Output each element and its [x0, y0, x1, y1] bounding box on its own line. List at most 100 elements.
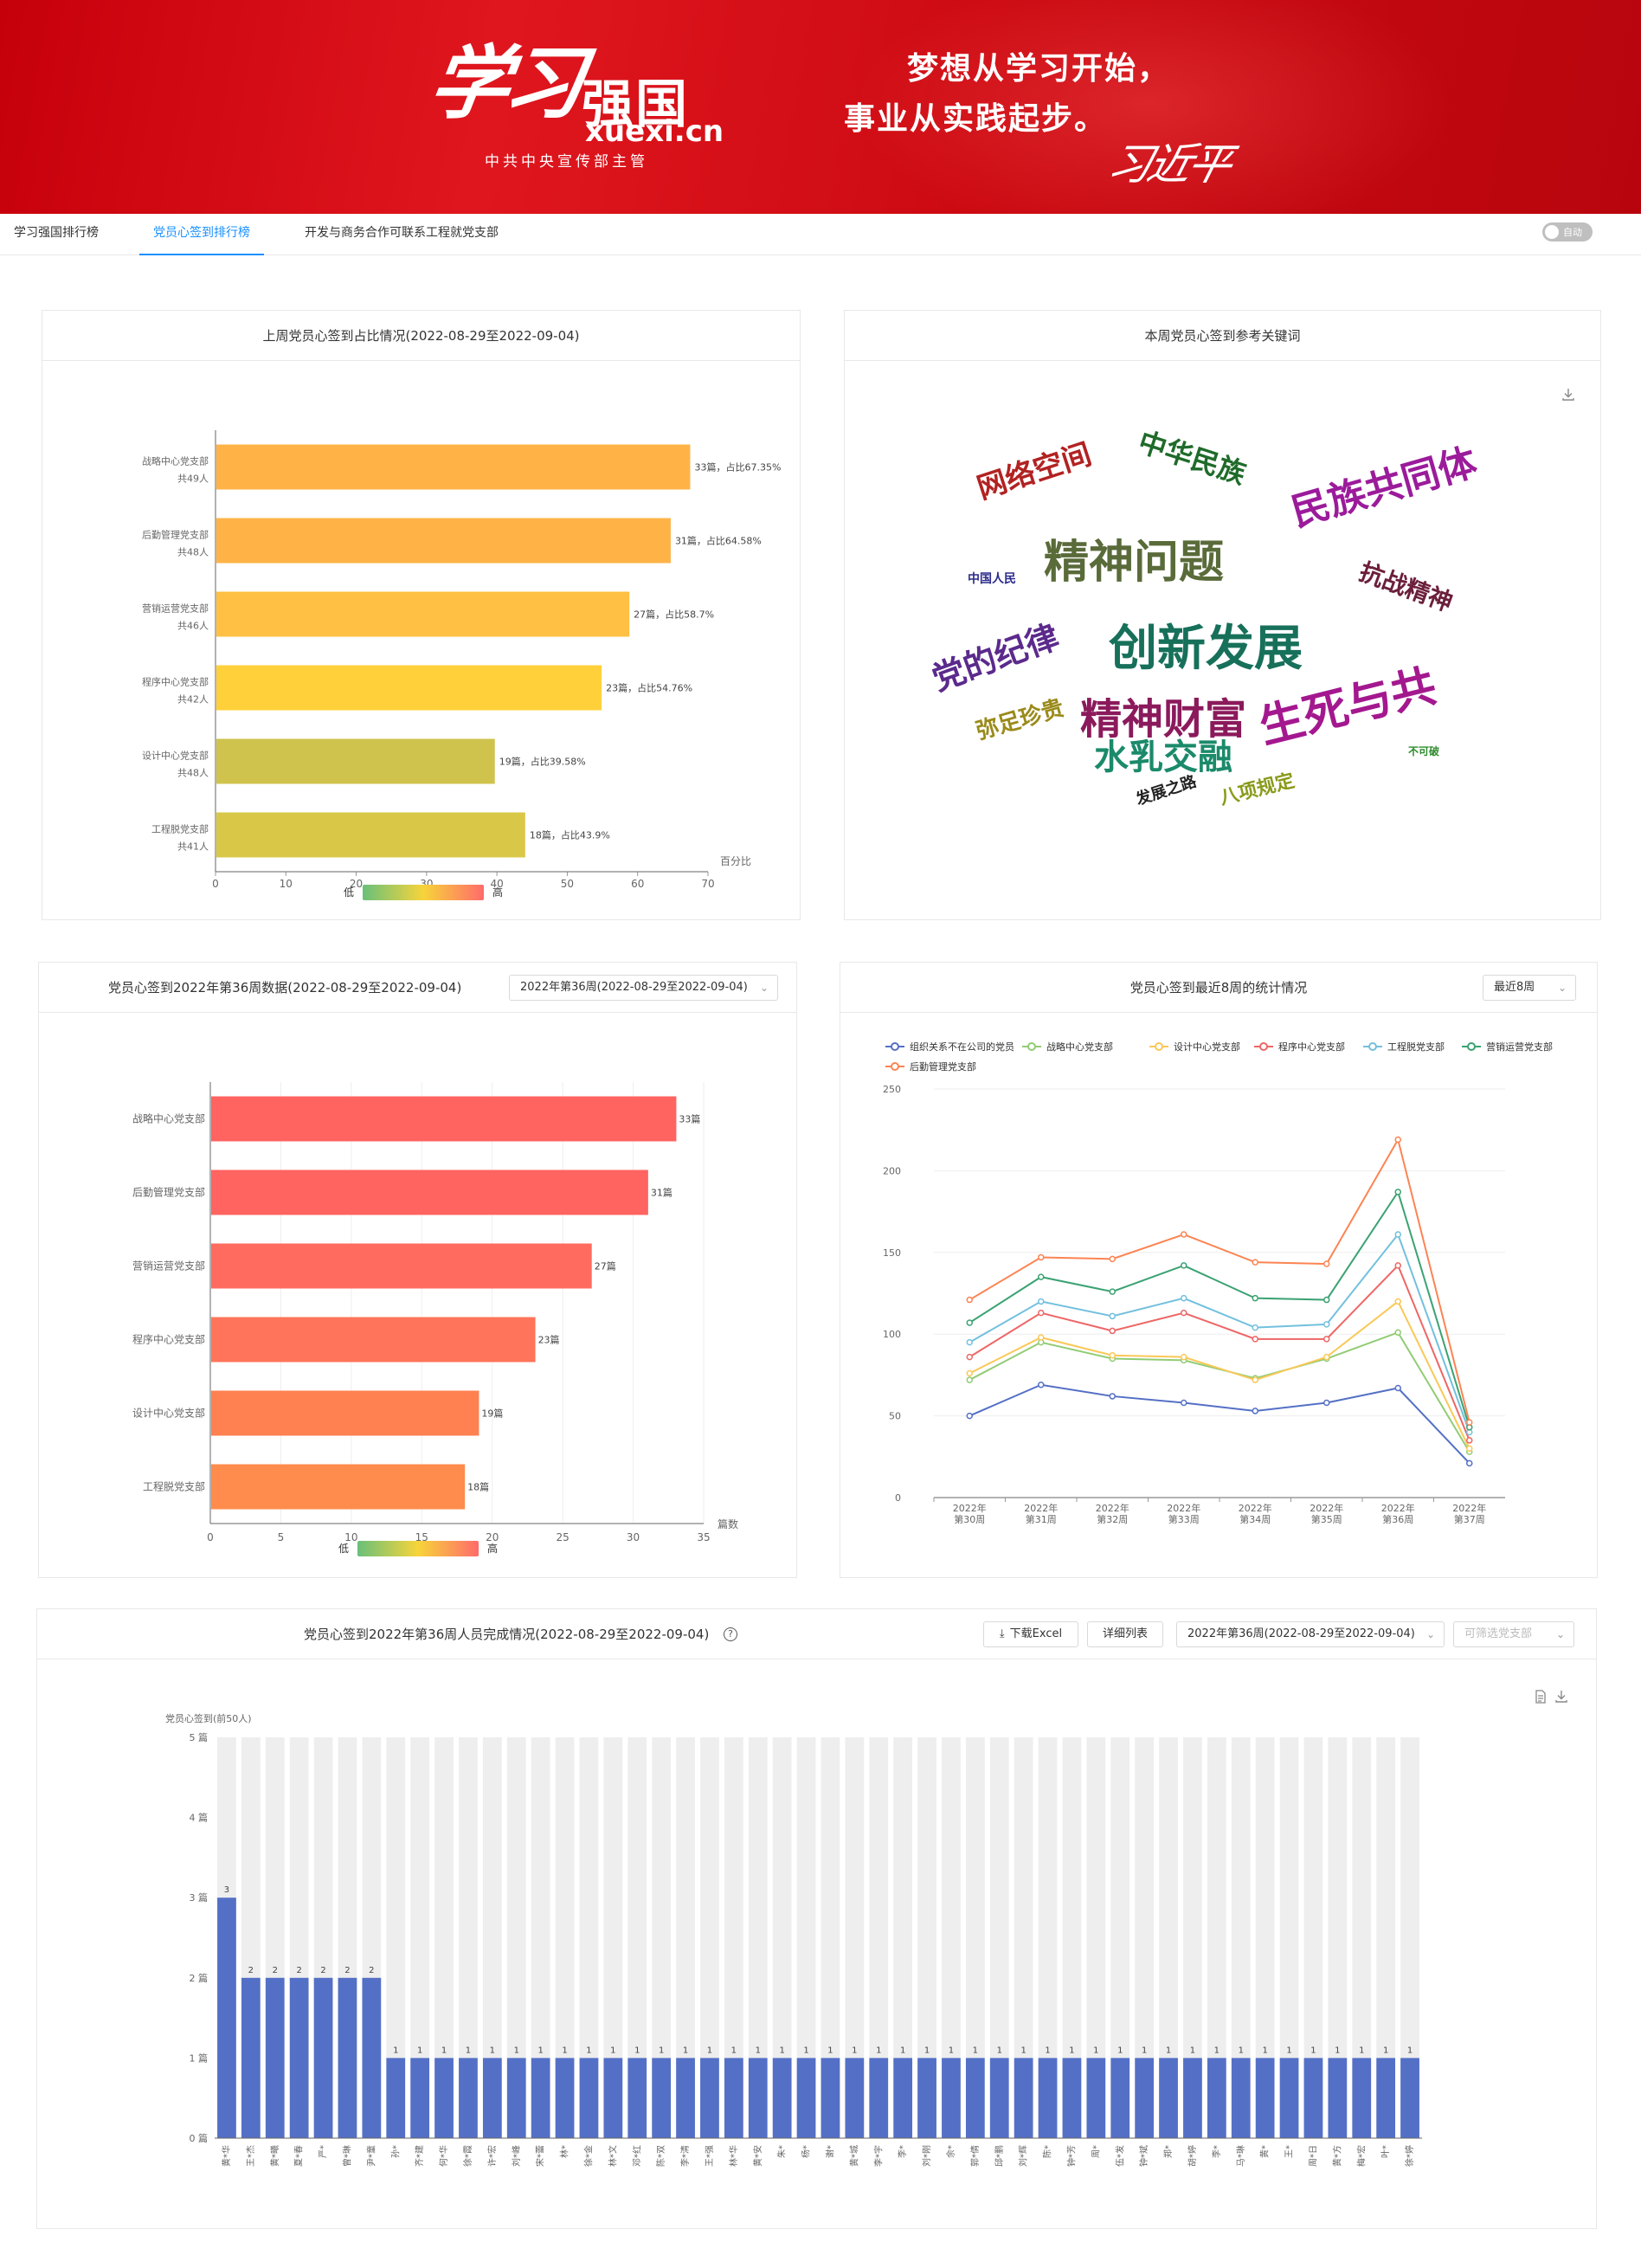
data-point[interactable]	[1181, 1399, 1187, 1407]
data-point[interactable]	[1038, 1309, 1045, 1317]
data-point[interactable]	[1394, 1329, 1401, 1337]
download-excel-button[interactable]: ⤓ 下载Excel	[983, 1621, 1078, 1647]
data-point[interactable]	[1394, 1262, 1401, 1269]
bar[interactable]	[410, 2058, 430, 2138]
legend-label[interactable]: 后勤管理党支部	[910, 1060, 976, 1073]
tab-xuexi-ranking[interactable]: 学习强国排行榜	[14, 226, 99, 240]
data-point[interactable]	[966, 1412, 973, 1420]
series-line[interactable]	[969, 1299, 1470, 1449]
bar[interactable]	[211, 1317, 536, 1363]
bar[interactable]	[845, 2058, 865, 2138]
bar[interactable]	[627, 2058, 647, 2138]
bar[interactable]	[676, 2058, 695, 2138]
bar[interactable]	[241, 1977, 261, 2138]
data-point[interactable]	[1181, 1309, 1187, 1317]
series-line[interactable]	[969, 1189, 1470, 1428]
data-point[interactable]	[1323, 1399, 1330, 1407]
data-point[interactable]	[1038, 1298, 1045, 1305]
legend-label[interactable]: 组织关系不在公司的党员	[910, 1041, 1014, 1053]
data-point[interactable]	[966, 1319, 973, 1326]
bar[interactable]	[893, 2058, 913, 2138]
data-point[interactable]	[1109, 1312, 1116, 1320]
data-point[interactable]	[1181, 1262, 1187, 1269]
bar[interactable]	[579, 2058, 599, 2138]
bar[interactable]	[652, 2058, 672, 2138]
data-point[interactable]	[1252, 1259, 1258, 1266]
bar[interactable]	[1110, 2058, 1130, 2138]
bar[interactable]	[1014, 2058, 1033, 2138]
download-icon[interactable]	[1561, 387, 1576, 403]
data-point[interactable]	[1323, 1353, 1330, 1361]
data-point[interactable]	[1466, 1459, 1473, 1467]
data-point[interactable]	[1181, 1231, 1187, 1238]
legend-label[interactable]: 工程脱党支部	[1387, 1041, 1445, 1053]
bar[interactable]	[1303, 2058, 1323, 2138]
bar[interactable]	[1231, 2058, 1251, 2138]
data-point[interactable]	[1323, 1296, 1330, 1304]
bar[interactable]	[289, 1977, 309, 2138]
data-point[interactable]	[1394, 1136, 1401, 1144]
data-point[interactable]	[1252, 1336, 1258, 1343]
tab-contact-info[interactable]: 开发与商务合作可联系工程就党支部	[305, 226, 499, 240]
data-point[interactable]	[1038, 1273, 1045, 1280]
data-point[interactable]	[1038, 1334, 1045, 1341]
bar[interactable]	[216, 738, 495, 784]
bar[interactable]	[482, 2058, 502, 2138]
bar[interactable]	[1159, 2058, 1178, 2138]
bar[interactable]	[796, 2058, 816, 2138]
bar[interactable]	[869, 2058, 889, 2138]
bar[interactable]	[211, 1243, 592, 1289]
bar[interactable]	[217, 1898, 236, 2138]
bar[interactable]	[989, 2058, 1009, 2138]
data-point[interactable]	[1038, 1381, 1045, 1389]
bar[interactable]	[555, 2058, 575, 2138]
bar[interactable]	[1255, 2058, 1275, 2138]
data-point[interactable]	[1252, 1294, 1258, 1302]
data-point[interactable]	[966, 1376, 973, 1383]
bar[interactable]	[1328, 2058, 1348, 2138]
data-view-icon[interactable]	[1533, 1689, 1548, 1704]
data-point[interactable]	[1109, 1255, 1116, 1263]
legend-label[interactable]: 营销运营党支部	[1486, 1041, 1553, 1053]
data-point[interactable]	[1109, 1351, 1116, 1359]
bar[interactable]	[1400, 2058, 1419, 2138]
data-point[interactable]	[966, 1296, 973, 1304]
bar[interactable]	[748, 2058, 768, 2138]
data-point[interactable]	[1109, 1288, 1116, 1295]
data-point[interactable]	[1394, 1231, 1401, 1238]
series-line[interactable]	[969, 1264, 1470, 1441]
download-icon[interactable]	[1554, 1689, 1569, 1704]
legend-label[interactable]: 设计中心党支部	[1174, 1041, 1240, 1053]
data-point[interactable]	[1466, 1419, 1473, 1426]
bar[interactable]	[1062, 2058, 1082, 2138]
bar[interactable]	[216, 518, 671, 564]
data-point[interactable]	[1466, 1437, 1473, 1444]
bar[interactable]	[772, 2058, 792, 2138]
bar[interactable]	[338, 1977, 357, 2138]
bar[interactable]	[216, 591, 630, 637]
auto-toggle[interactable]: 自动	[1542, 222, 1593, 242]
data-point[interactable]	[1394, 1298, 1401, 1305]
data-point[interactable]	[1466, 1445, 1473, 1453]
bar[interactable]	[506, 2058, 526, 2138]
series-line[interactable]	[969, 1383, 1470, 1465]
bar[interactable]	[965, 2058, 985, 2138]
series-line[interactable]	[969, 1331, 1470, 1453]
bar[interactable]	[942, 2058, 961, 2138]
data-point[interactable]	[966, 1353, 973, 1361]
data-point[interactable]	[966, 1338, 973, 1346]
bar[interactable]	[700, 2058, 719, 2138]
bar[interactable]	[531, 2058, 550, 2138]
bar[interactable]	[1207, 2058, 1226, 2138]
data-point[interactable]	[1181, 1294, 1187, 1302]
branch-filter-select[interactable]: 可筛选党支部 ⌄	[1453, 1621, 1574, 1647]
bar[interactable]	[211, 1169, 648, 1215]
bar[interactable]	[216, 444, 691, 490]
bar[interactable]	[1183, 2058, 1202, 2138]
bar[interactable]	[1352, 2058, 1372, 2138]
bar[interactable]	[216, 812, 525, 858]
bar[interactable]	[459, 2058, 478, 2138]
data-point[interactable]	[1109, 1327, 1116, 1335]
bar[interactable]	[434, 2058, 454, 2138]
question-circle-icon[interactable]: ?	[724, 1627, 737, 1641]
